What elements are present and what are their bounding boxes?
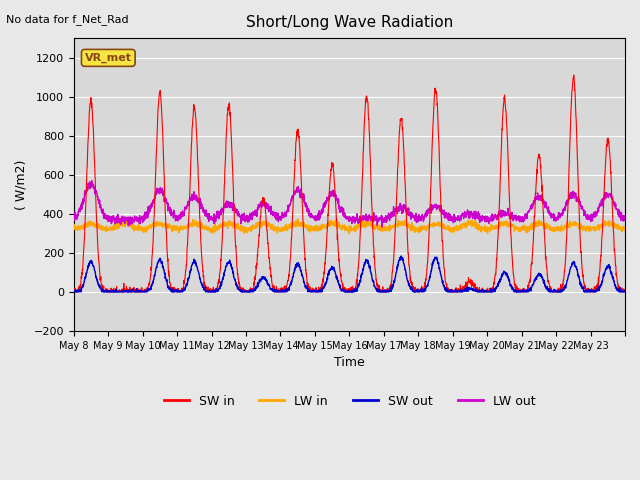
- Legend: SW in, LW in, SW out, LW out: SW in, LW in, SW out, LW out: [159, 390, 540, 413]
- Title: Short/Long Wave Radiation: Short/Long Wave Radiation: [246, 15, 453, 30]
- X-axis label: Time: Time: [334, 356, 365, 369]
- Y-axis label: ( W/m2): ( W/m2): [15, 159, 28, 210]
- Text: No data for f_Net_Rad: No data for f_Net_Rad: [6, 14, 129, 25]
- Text: VR_met: VR_met: [85, 53, 132, 63]
